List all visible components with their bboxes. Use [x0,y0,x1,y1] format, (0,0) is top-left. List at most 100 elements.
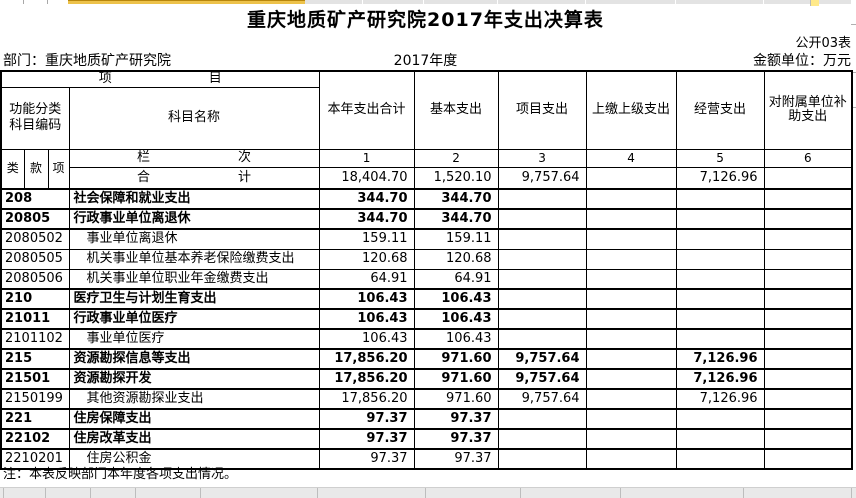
row-name-cell[interactable]: 医疗卫生与计划生育支出 [68,288,320,311]
row-value-cell[interactable] [497,448,587,470]
row-value-cell[interactable] [675,328,765,350]
row-value-cell[interactable]: 106.43 [318,308,415,331]
row-value-cell[interactable]: 971.60 [413,348,499,371]
row-name-cell[interactable]: 行政事业单位医疗 [68,308,320,331]
row-code-cell[interactable]: 2210201 [0,448,70,470]
row-value-cell[interactable]: 159.11 [318,228,415,250]
total-value-cell[interactable]: 1,520.10 [413,166,499,190]
row-value-cell[interactable] [675,188,765,211]
row-value-cell[interactable] [675,288,765,311]
header-col-upward[interactable]: 上缴上级支出 [585,70,677,150]
row-code-cell[interactable]: 20805 [0,208,70,231]
row-code-cell[interactable]: 2080506 [0,268,70,290]
row-value-cell[interactable]: 17,856.20 [318,388,415,410]
header-lanci-cell[interactable]: 栏 次 [68,148,320,168]
row-value-cell[interactable] [675,308,765,331]
row-value-cell[interactable] [497,408,587,431]
header-col-project[interactable]: 项目支出 [497,70,587,150]
row-value-cell[interactable]: 97.37 [318,428,415,451]
row-value-cell[interactable] [497,268,587,290]
row-value-cell[interactable] [763,248,853,270]
header-col-annual-total[interactable]: 本年支出合计 [318,70,415,150]
row-value-cell[interactable]: 344.70 [318,188,415,211]
row-code-cell[interactable]: 22102 [0,428,70,451]
row-value-cell[interactable]: 106.43 [318,288,415,311]
row-value-cell[interactable]: 106.43 [413,328,499,350]
row-value-cell[interactable]: 97.37 [413,448,499,470]
row-value-cell[interactable] [675,208,765,231]
row-value-cell[interactable] [585,248,677,270]
row-value-cell[interactable]: 106.43 [318,328,415,350]
row-value-cell[interactable] [585,428,677,451]
row-value-cell[interactable]: 97.37 [318,448,415,470]
total-value-cell[interactable]: 9,757.64 [497,166,587,190]
row-value-cell[interactable]: 97.37 [413,408,499,431]
header-col-operating[interactable]: 经营支出 [675,70,765,150]
header-class-cell[interactable]: 类 [0,148,25,190]
row-value-cell[interactable] [675,248,765,270]
row-value-cell[interactable] [763,408,853,431]
row-code-cell[interactable]: 221 [0,408,70,431]
header-subject-name-cell[interactable]: 科目名称 [68,86,320,150]
row-value-cell[interactable] [763,268,853,290]
row-value-cell[interactable] [585,368,677,391]
row-value-cell[interactable] [497,328,587,350]
row-value-cell[interactable] [763,208,853,231]
row-name-cell[interactable]: 事业单位医疗 [68,328,320,350]
col-number-cell[interactable]: 4 [585,148,677,168]
row-code-cell[interactable]: 2101102 [0,328,70,350]
total-value-cell[interactable] [585,166,677,190]
row-value-cell[interactable] [763,188,853,211]
row-code-cell[interactable]: 2150199 [0,388,70,410]
row-value-cell[interactable]: 971.60 [413,388,499,410]
row-value-cell[interactable]: 120.68 [318,248,415,270]
row-name-cell[interactable]: 资源勘探开发 [68,368,320,391]
row-code-cell[interactable]: 215 [0,348,70,371]
row-value-cell[interactable] [497,288,587,311]
row-value-cell[interactable]: 344.70 [318,208,415,231]
row-value-cell[interactable]: 7,126.96 [675,368,765,391]
col-number-cell[interactable]: 5 [675,148,765,168]
row-value-cell[interactable]: 97.37 [318,408,415,431]
row-name-cell[interactable]: 其他资源勘探业支出 [68,388,320,410]
row-value-cell[interactable] [497,248,587,270]
row-value-cell[interactable]: 9,757.64 [497,388,587,410]
row-value-cell[interactable]: 159.11 [413,228,499,250]
row-value-cell[interactable] [675,448,765,470]
row-value-cell[interactable] [675,268,765,290]
col-number-cell[interactable]: 2 [413,148,499,168]
row-value-cell[interactable] [585,348,677,371]
row-code-cell[interactable]: 208 [0,188,70,211]
row-name-cell[interactable]: 社会保障和就业支出 [68,188,320,211]
row-name-cell[interactable]: 机关事业单位基本养老保险缴费支出 [68,248,320,270]
header-function-code-cell[interactable]: 功能分类 科目编码 [0,86,70,150]
row-value-cell[interactable] [763,388,853,410]
row-value-cell[interactable]: 120.68 [413,248,499,270]
row-code-cell[interactable]: 2080505 [0,248,70,270]
total-value-cell[interactable]: 7,126.96 [675,166,765,190]
row-value-cell[interactable] [497,228,587,250]
row-name-cell[interactable]: 住房公积金 [68,448,320,470]
row-value-cell[interactable] [763,308,853,331]
row-name-cell[interactable]: 住房保障支出 [68,408,320,431]
row-value-cell[interactable]: 106.43 [413,308,499,331]
row-value-cell[interactable]: 64.91 [318,268,415,290]
header-col-basic[interactable]: 基本支出 [413,70,499,150]
row-code-cell[interactable]: 21011 [0,308,70,331]
row-value-cell[interactable] [585,288,677,311]
row-value-cell[interactable]: 7,126.96 [675,348,765,371]
row-value-cell[interactable] [675,428,765,451]
row-value-cell[interactable] [763,428,853,451]
row-value-cell[interactable]: 17,856.20 [318,348,415,371]
col-number-cell[interactable]: 1 [318,148,415,168]
total-label-cell[interactable]: 合 计 [68,166,320,190]
row-value-cell[interactable] [585,388,677,410]
row-value-cell[interactable]: 17,856.20 [318,368,415,391]
row-value-cell[interactable]: 9,757.64 [497,368,587,391]
row-value-cell[interactable] [585,188,677,211]
row-name-cell[interactable]: 资源勘探信息等支出 [68,348,320,371]
header-item-cell[interactable]: 项 [47,148,70,190]
row-value-cell[interactable] [585,448,677,470]
row-value-cell[interactable] [585,308,677,331]
row-value-cell[interactable]: 9,757.64 [497,348,587,371]
